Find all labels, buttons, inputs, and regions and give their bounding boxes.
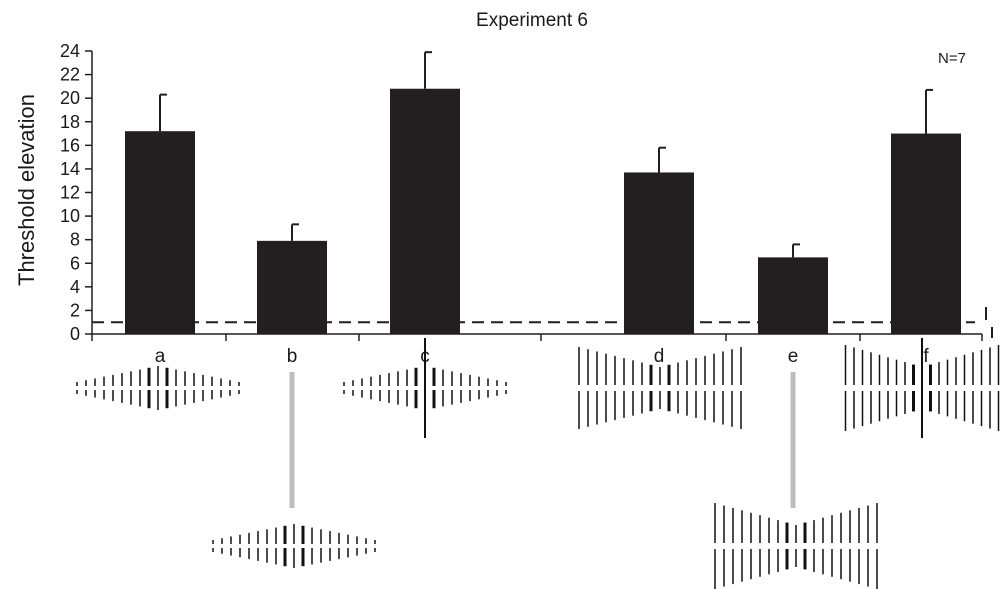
y-tick-label: 6 [70,253,80,273]
y-tick-label: 8 [70,230,80,250]
stimulus-connectors [289,372,796,508]
bar-c [390,88,460,334]
category-label-e: e [788,346,799,367]
stimulus-icon-e-bottom [714,503,878,589]
y-tick-label: 16 [60,135,80,155]
reference-line [92,307,993,338]
category-label-f: f [923,346,929,367]
error-bars [159,51,933,258]
y-tick-label: 2 [70,300,80,320]
stimulus-icon-d [578,347,742,429]
y-tick-label: 24 [60,41,80,61]
axes [91,51,983,341]
y-tick-label: 14 [60,159,80,179]
y-tick-label: 22 [60,65,80,85]
chart-title: Experiment 6 [476,10,588,31]
y-tick-label: 10 [60,206,80,226]
y-tick-label: 18 [60,112,80,132]
y-tick-label: 20 [60,88,80,108]
y-tick-label: 0 [70,324,80,344]
y-axis-label: Threshold elevation [14,94,39,286]
stimulus-icons [76,338,1000,589]
stimulus-icon-f [844,338,1000,438]
sample-size-label: N=7 [938,50,966,67]
y-tick-label: 12 [60,183,80,203]
bars [125,88,961,334]
stimulus-icon-b-bottom [212,524,376,568]
bar-a [125,131,195,334]
category-labels: abcdef [155,346,930,367]
y-tick-label: 4 [70,277,80,297]
stimulus-icon-a [76,366,240,410]
category-label-d: d [654,346,665,367]
category-label-b: b [287,346,298,367]
bar-b [257,240,327,334]
bar-f [891,133,961,334]
bar-d [624,172,694,334]
category-label-a: a [155,346,166,367]
stimulus-icon-c [343,338,507,438]
